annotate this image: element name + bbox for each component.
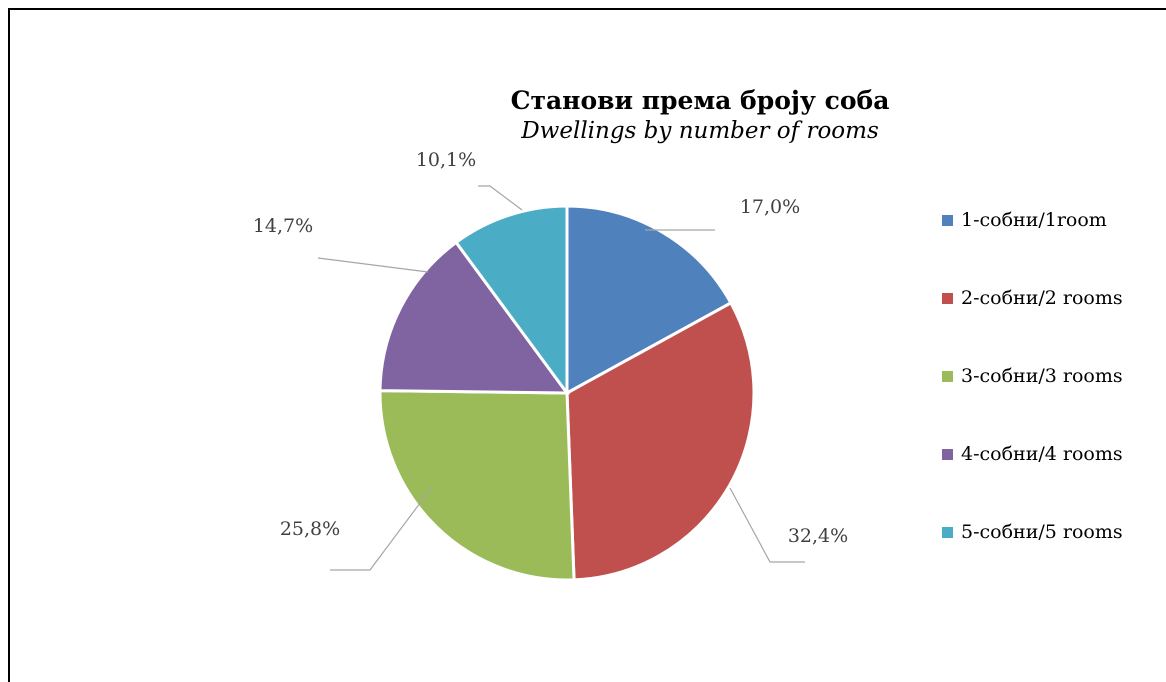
data-label-1-room: 17,0% xyxy=(740,196,800,218)
legend: 1-собни/1room 2-собни/2 rooms 3-собни/3 … xyxy=(942,206,1123,596)
legend-item-3-rooms: 3-собни/3 rooms xyxy=(942,362,1123,390)
pie-slice-3-rooms xyxy=(378,389,576,582)
leader-lines xyxy=(317,185,805,571)
data-label-5-rooms: 10,1% xyxy=(416,149,476,171)
chart-title: Станови према броју соба xyxy=(510,86,890,115)
chart-title-block: Станови према броју соба Dwellings by nu… xyxy=(440,86,960,146)
chart-subtitle: Dwellings by number of rooms xyxy=(521,118,879,144)
legend-label-1-room: 1-собни/1room xyxy=(961,209,1107,231)
pie-slice-1-room xyxy=(565,204,733,396)
leader-line-4-rooms xyxy=(317,257,429,273)
legend-label-3-rooms: 3-собни/3 rooms xyxy=(961,365,1123,387)
data-labels: 17,0% 32,4% 25,8% 14,7% 10,1% xyxy=(253,149,848,547)
data-label-4-rooms: 14,7% xyxy=(253,215,313,237)
legend-swatch-1-room xyxy=(942,214,953,226)
chart-frame xyxy=(8,8,1166,682)
data-label-2-rooms: 32,4% xyxy=(788,525,848,547)
leader-line-2-rooms xyxy=(729,487,805,563)
legend-label-4-rooms: 4-собни/4 rooms xyxy=(961,443,1123,465)
leader-line-5-rooms xyxy=(478,185,523,211)
legend-swatch-4-rooms xyxy=(942,448,953,460)
leader-line-3-rooms xyxy=(330,486,433,571)
legend-item-1-room: 1-собни/1room xyxy=(942,206,1123,234)
legend-item-4-rooms: 4-собни/4 rooms xyxy=(942,440,1123,468)
legend-swatch-2-rooms xyxy=(942,292,953,304)
legend-item-5-rooms: 5-собни/5 rooms xyxy=(942,518,1123,546)
legend-item-2-rooms: 2-собни/2 rooms xyxy=(942,284,1123,312)
pie-slice-2-rooms xyxy=(565,300,756,582)
data-label-3-rooms: 25,8% xyxy=(280,518,340,540)
legend-label-5-rooms: 5-собни/5 rooms xyxy=(961,521,1123,543)
legend-label-2-rooms: 2-собни/2 rooms xyxy=(961,287,1123,309)
legend-swatch-3-rooms xyxy=(942,370,953,382)
legend-swatch-5-rooms xyxy=(942,526,953,538)
pie-slice-5-rooms xyxy=(454,204,569,398)
pie-slices xyxy=(378,204,756,582)
pie-slice-4-rooms xyxy=(378,240,570,395)
